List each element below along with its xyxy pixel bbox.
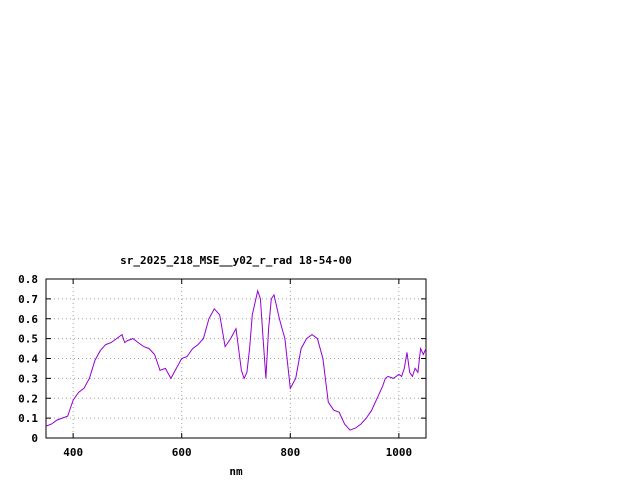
series-line <box>45 289 427 431</box>
axis-ticks <box>46 278 426 439</box>
x-tick-label: 600 <box>172 446 192 459</box>
y-tick-label: 0.6 <box>18 313 38 326</box>
y-tick-label: 0.8 <box>18 273 38 286</box>
x-tick-label: 800 <box>280 446 300 459</box>
x-tick-label: 1000 <box>386 446 413 459</box>
y-tick-label: 0 <box>31 432 38 445</box>
y-tick-label: 0.1 <box>18 412 38 425</box>
y-tick-label: 0.5 <box>18 333 38 346</box>
y-tick-label: 0.4 <box>18 353 38 366</box>
y-tick-label: 0.3 <box>18 372 38 385</box>
x-axis-label: nm <box>229 465 243 478</box>
y-tick-label: 0.2 <box>18 392 38 405</box>
y-tick-label: 0.7 <box>18 293 38 306</box>
grid-lines <box>46 279 426 438</box>
chart-title: sr_2025_218_MSE__y02_r_rad 18-54-00 <box>120 254 352 267</box>
y-axis-tick-labels: 0 0.1 0.2 0.3 0.4 0.5 0.6 0.7 0.8 <box>18 273 38 445</box>
x-tick-label: 400 <box>63 446 83 459</box>
x-axis-tick-labels: 400 600 800 1000 <box>63 446 412 459</box>
